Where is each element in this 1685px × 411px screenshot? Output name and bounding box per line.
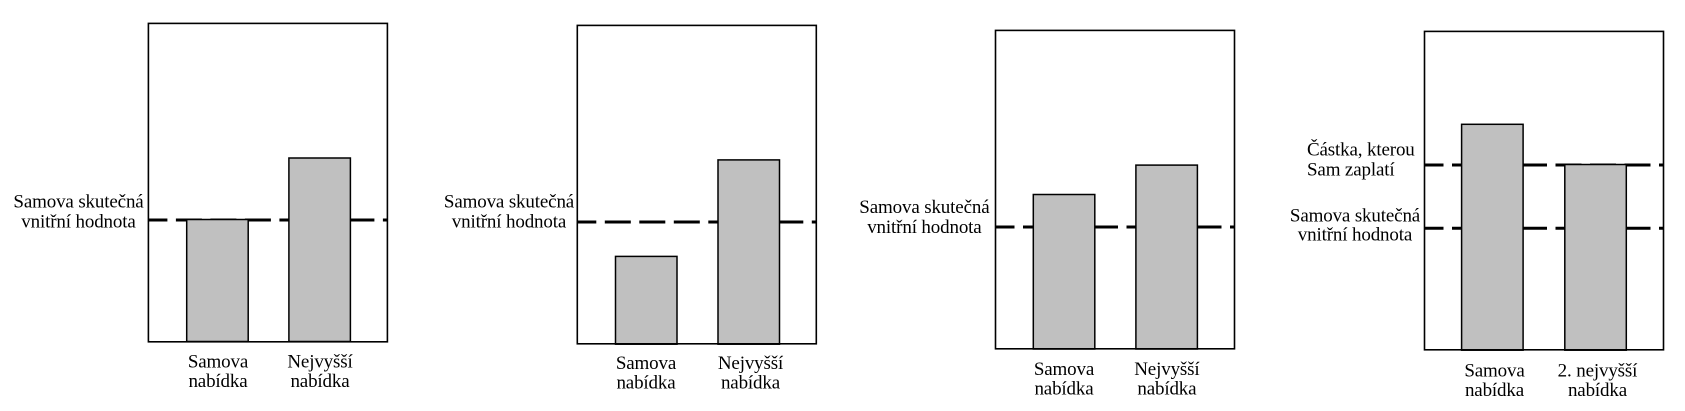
svg-text:vnitřní hodnota: vnitřní hodnota — [1298, 224, 1413, 245]
svg-text:vnitřní hodnota: vnitřní hodnota — [21, 212, 136, 233]
svg-text:nabídka: nabídka — [721, 373, 781, 394]
svg-text:vnitřní hodnota: vnitřní hodnota — [452, 212, 567, 233]
svg-text:nabídka: nabídka — [1137, 378, 1197, 399]
svg-text:Samova skutečná: Samova skutečná — [13, 192, 144, 213]
svg-text:nabídka: nabídka — [1465, 380, 1525, 401]
svg-text:nabídka: nabídka — [188, 371, 248, 392]
svg-text:Samova: Samova — [616, 353, 677, 374]
svg-text:Nejvyšší: Nejvyšší — [287, 352, 353, 373]
svg-text:nabídka: nabídka — [1034, 378, 1094, 399]
svg-text:nabídka: nabídka — [616, 373, 676, 394]
svg-text:nabídka: nabídka — [1568, 380, 1628, 401]
svg-text:Samova: Samova — [1464, 361, 1525, 382]
svg-text:Sam zaplatí: Sam zaplatí — [1307, 159, 1395, 180]
svg-text:2. nejvyšší: 2. nejvyšší — [1558, 361, 1639, 382]
svg-text:Částka, kterou: Částka, kterou — [1307, 139, 1415, 161]
svg-text:Samova: Samova — [188, 352, 249, 373]
svg-text:Nejvyšší: Nejvyšší — [1134, 359, 1200, 380]
svg-text:Nejvyšší: Nejvyšší — [718, 353, 784, 374]
svg-text:Samova skutečná: Samova skutečná — [1290, 205, 1421, 226]
svg-text:Samova skutečná: Samova skutečná — [444, 192, 575, 213]
svg-text:Samova skutečná: Samova skutečná — [859, 197, 990, 218]
svg-text:nabídka: nabídka — [290, 371, 350, 392]
svg-text:Samova: Samova — [1034, 359, 1095, 380]
svg-text:vnitřní hodnota: vnitřní hodnota — [867, 217, 982, 238]
